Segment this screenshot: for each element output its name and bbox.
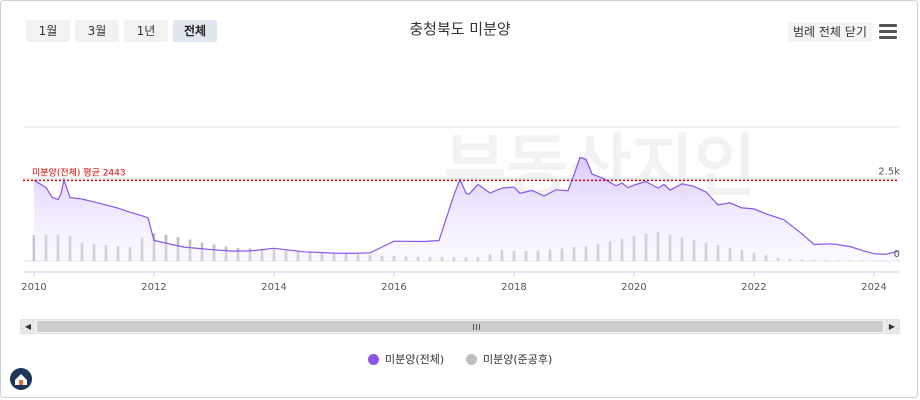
legend-label-total: 미분양(전체) bbox=[385, 353, 445, 366]
x-tick-label-2024: 2024 bbox=[861, 282, 886, 293]
y-tick-label-0: 0 bbox=[894, 249, 900, 260]
range-all-button[interactable]: 전체 bbox=[173, 20, 217, 42]
range-3month-button[interactable]: 3월 bbox=[75, 20, 119, 42]
x-tick-label-2020: 2020 bbox=[621, 282, 646, 293]
site-logo-icon[interactable] bbox=[10, 368, 32, 390]
grip-icon[interactable] bbox=[473, 324, 481, 330]
scroll-left-arrow-icon[interactable]: ◀ bbox=[21, 320, 35, 333]
legend-item-completed[interactable]: 미분양(준공후) bbox=[466, 351, 552, 367]
x-tick-label-2022: 2022 bbox=[741, 282, 766, 293]
x-tick-label-2016: 2016 bbox=[381, 282, 406, 293]
x-tick-label-2018: 2018 bbox=[501, 282, 526, 293]
legend-item-total[interactable]: 미분양(전체) bbox=[368, 351, 444, 367]
range-1year-button[interactable]: 1년 bbox=[124, 20, 168, 42]
scrollbar-thumb[interactable] bbox=[37, 321, 883, 332]
average-line-label: 미분양(전체) 평균 2443 bbox=[32, 167, 126, 178]
legend-dot-total bbox=[368, 354, 379, 365]
chart-title: 충청북도 미분양 bbox=[409, 20, 511, 38]
series-total-area bbox=[34, 157, 898, 261]
x-tick-label-2012: 2012 bbox=[141, 282, 166, 293]
hamburger-menu-icon[interactable] bbox=[879, 24, 897, 40]
legend-close-all-button[interactable]: 범례 전체 닫기 bbox=[788, 22, 872, 42]
range-1month-button[interactable]: 1월 bbox=[26, 20, 70, 42]
legend-label-completed: 미분양(준공후) bbox=[483, 353, 553, 366]
timeline-scrollbar[interactable]: ◀ ▶ bbox=[20, 319, 900, 334]
scroll-right-arrow-icon[interactable]: ▶ bbox=[885, 320, 899, 333]
y-tick-label-1: 2.5k bbox=[878, 167, 900, 178]
x-tick-label-2014: 2014 bbox=[261, 282, 286, 293]
x-tick-label-2010: 2010 bbox=[21, 282, 46, 293]
chart-svg: 부동산지인 미분양(전체) 평균 2443 2010 2012 2014 2016 20… bbox=[21, 126, 900, 293]
legend-dot-completed bbox=[466, 354, 477, 365]
series-total-line bbox=[33, 156, 899, 256]
